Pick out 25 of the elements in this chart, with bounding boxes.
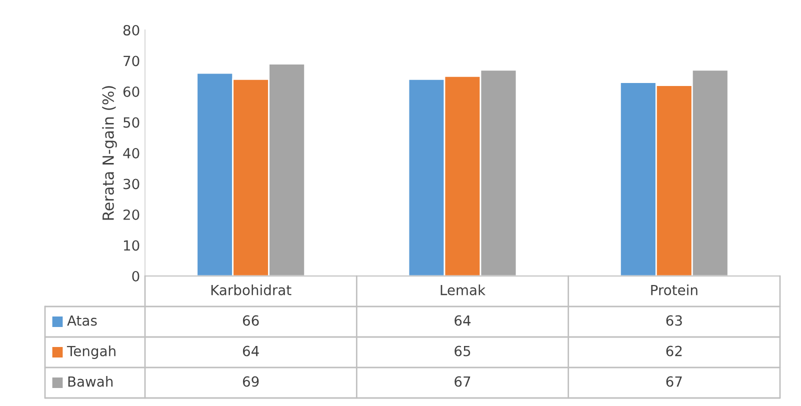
- y-tick-label: 70: [124, 56, 140, 66]
- y-tick-label: 60: [123, 86, 140, 97]
- x-tick-label: Protein: [651, 284, 698, 296]
- legend-label: Tengah: [66, 346, 116, 359]
- data-label: 64: [454, 315, 471, 326]
- y-axis-title: Rerata N-gain (%): [102, 86, 117, 220]
- x-tick-label: Karbohidrat: [211, 284, 292, 296]
- data-label: 66: [242, 315, 259, 326]
- y-tick-label: 20: [123, 209, 140, 220]
- y-tick-label: 40: [123, 148, 140, 158]
- legend-label: Bawah: [68, 376, 113, 387]
- x-tick-label: Lemak: [440, 284, 486, 296]
- y-tick-label: 50: [124, 117, 140, 128]
- data-label: 63: [666, 315, 682, 326]
- y-tick-label: 80: [123, 24, 140, 36]
- data-label: 67: [454, 376, 470, 387]
- legend-label: Atas: [67, 315, 97, 326]
- y-tick-label: 10: [124, 240, 140, 251]
- data-label: 62: [666, 346, 682, 356]
- y-tick-label: 30: [124, 178, 140, 190]
- data-label: 65: [454, 346, 470, 356]
- y-tick-label: 0: [132, 270, 140, 282]
- data-label: 64: [242, 346, 259, 356]
- data-label: 69: [242, 376, 259, 387]
- data-label: 67: [666, 376, 682, 387]
